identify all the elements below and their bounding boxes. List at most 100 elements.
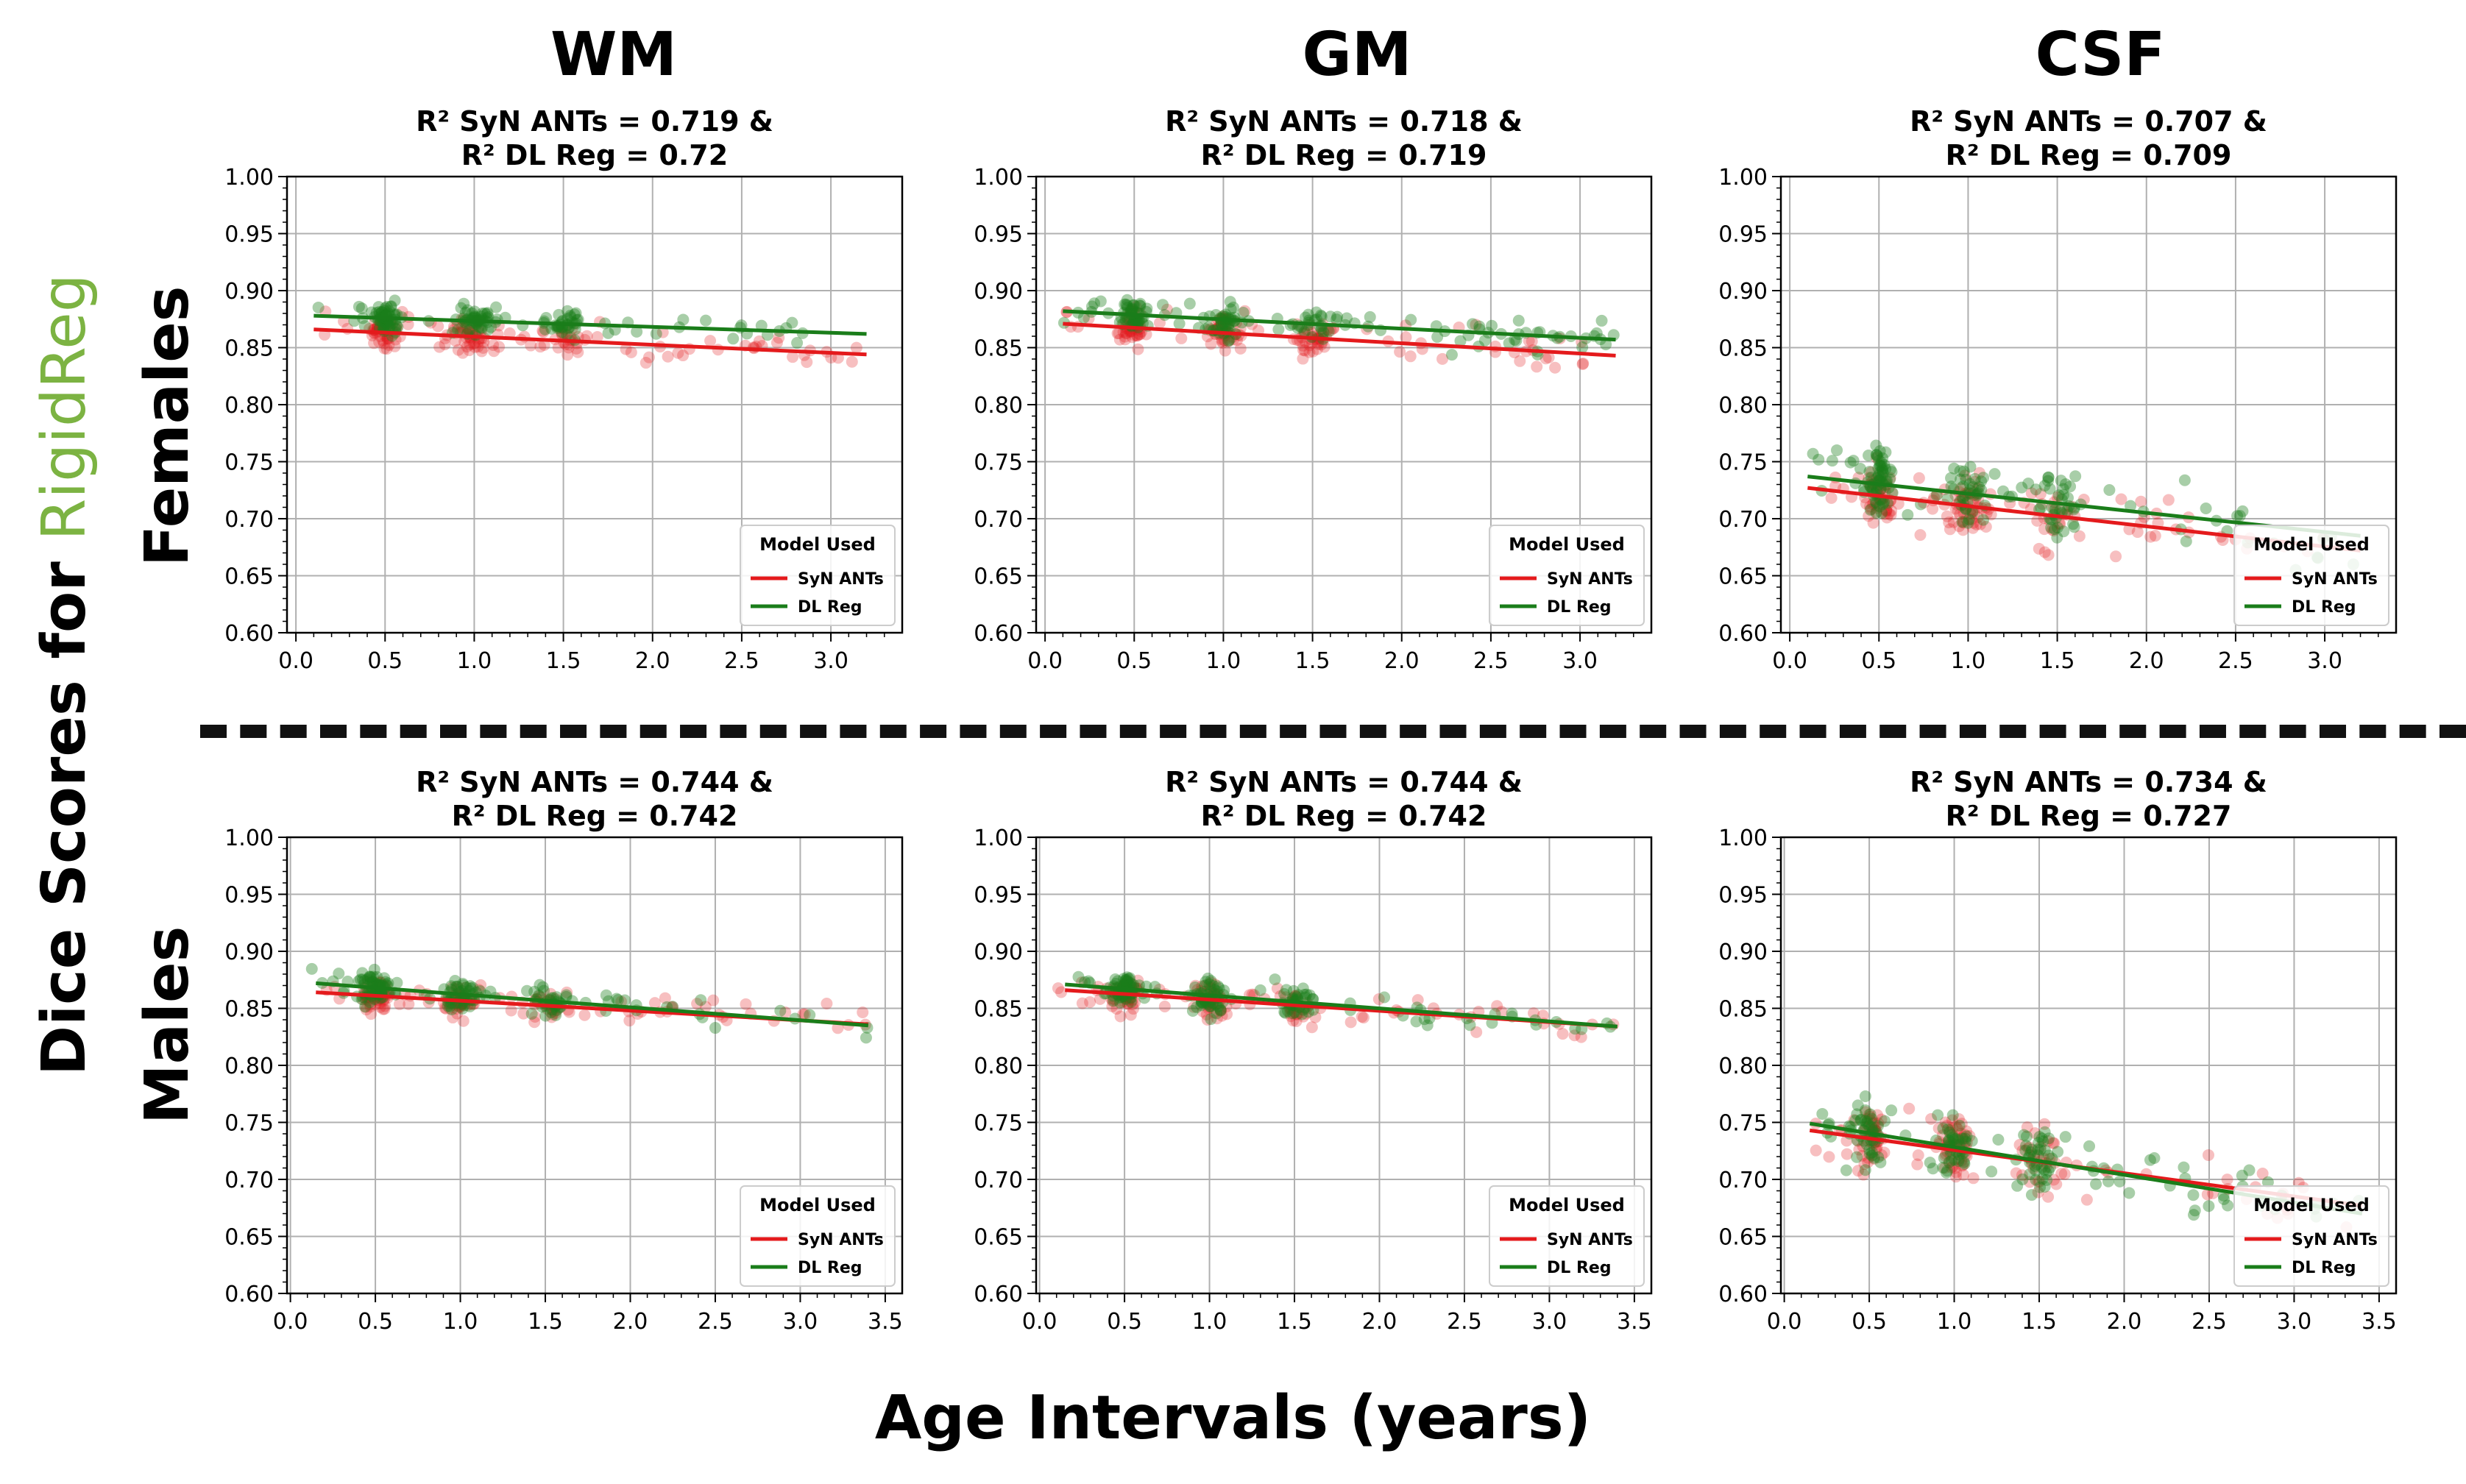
data-point — [1957, 1156, 1970, 1168]
data-point — [360, 1001, 372, 1013]
data-point — [364, 970, 376, 983]
data-point — [564, 310, 576, 322]
data-point — [356, 967, 369, 979]
data-point — [1225, 303, 1237, 316]
x-tick-label: 3.0 — [813, 648, 848, 674]
data-point — [1874, 445, 1886, 458]
data-point — [2031, 514, 2044, 527]
data-point — [1464, 1019, 1476, 1032]
data-point — [490, 301, 503, 313]
data-point — [446, 981, 458, 994]
data-point — [1877, 497, 1889, 510]
data-point — [375, 306, 388, 319]
data-point — [1127, 316, 1139, 329]
plot-area: R² SyN ANTs = 0.744 &R² DL Reg = 0.742 0.… — [974, 766, 1653, 1335]
data-point — [534, 341, 547, 353]
data-point — [1411, 994, 1424, 1007]
data-point — [1223, 334, 1236, 347]
data-point — [709, 1022, 721, 1034]
data-point — [1344, 1016, 1357, 1029]
data-point — [1960, 513, 1973, 525]
data-point — [371, 320, 383, 333]
data-point — [1969, 472, 1981, 485]
data-point — [1946, 1129, 1958, 1141]
data-point — [1960, 1136, 1973, 1148]
data-point — [1122, 975, 1134, 987]
data-point — [1210, 319, 1222, 331]
y-axis-label-prefix: Dice Scores for — [29, 540, 99, 1076]
data-point — [1903, 1102, 1916, 1115]
data-point — [1880, 503, 1893, 516]
data-point — [1956, 516, 1969, 528]
data-point — [1874, 470, 1887, 483]
x-tick-label: 3.0 — [783, 1309, 818, 1335]
data-point — [691, 998, 704, 1010]
data-point — [563, 1006, 575, 1018]
data-point — [1220, 1001, 1233, 1013]
x-tick-label: 2.5 — [1447, 1309, 1482, 1335]
data-point — [1953, 1119, 1966, 1132]
data-point — [1867, 516, 1879, 529]
data-point — [2018, 1129, 2030, 1141]
data-point — [2054, 505, 2066, 517]
x-axis-label: Age Intervals (years) — [874, 1383, 1592, 1453]
y-tick-label: 0.75 — [1718, 450, 1768, 476]
data-point — [1952, 1123, 1964, 1135]
data-point — [485, 321, 497, 333]
data-point — [1418, 1013, 1431, 1026]
data-point — [1872, 1151, 1885, 1163]
data-point — [1813, 453, 1825, 466]
data-point — [610, 993, 623, 1005]
data-point — [650, 327, 662, 340]
data-point — [1195, 999, 1208, 1012]
data-point — [2036, 1173, 2049, 1185]
data-point — [1852, 1165, 1864, 1177]
data-point — [1863, 1148, 1876, 1160]
legend-title: Model Used — [759, 534, 876, 555]
data-point — [1113, 327, 1125, 339]
x-tick-label: 1.0 — [457, 648, 492, 674]
data-point — [1303, 989, 1316, 1001]
data-point — [493, 341, 506, 353]
data-point — [1219, 321, 1232, 333]
data-point — [368, 963, 380, 976]
x-tick-label: 1.0 — [443, 1309, 478, 1335]
data-point — [2162, 494, 2175, 506]
data-point — [2114, 1175, 2126, 1187]
data-point — [2243, 1164, 2256, 1176]
data-point — [1967, 494, 1980, 506]
x-tick-label: 1.0 — [1951, 648, 1986, 674]
x-tick-label: 3.5 — [1617, 1309, 1652, 1335]
y-tick-label: 0.80 — [1718, 393, 1768, 419]
data-point — [1870, 505, 1882, 518]
data-point — [444, 1000, 456, 1012]
data-point — [1055, 986, 1068, 998]
data-point — [362, 994, 375, 1007]
data-point — [1875, 1149, 1888, 1162]
data-point — [1123, 973, 1135, 985]
data-point — [1528, 1007, 1540, 1020]
data-point — [457, 979, 470, 992]
column-title-gm: GM — [1302, 20, 1412, 90]
data-point — [2038, 1163, 2051, 1176]
data-point — [1885, 505, 1898, 517]
data-point — [770, 336, 783, 349]
data-point — [1953, 520, 1966, 533]
data-point — [846, 355, 858, 368]
data-point — [1400, 331, 1412, 344]
data-point — [2067, 518, 2080, 530]
data-point — [1863, 1120, 1875, 1132]
data-point — [1325, 324, 1337, 337]
data-point — [1866, 483, 1878, 495]
data-point — [1108, 993, 1120, 1005]
data-point — [1285, 1010, 1297, 1023]
data-point — [1300, 323, 1313, 336]
x-tick-label: 2.0 — [2129, 648, 2164, 674]
data-point — [2034, 1181, 2047, 1193]
data-point — [1289, 990, 1302, 1002]
data-point — [1957, 1159, 1969, 1171]
column-title-wm: WM — [550, 20, 678, 90]
data-point — [1958, 1157, 1971, 1170]
data-point — [2013, 1138, 2026, 1151]
data-point — [390, 319, 403, 332]
